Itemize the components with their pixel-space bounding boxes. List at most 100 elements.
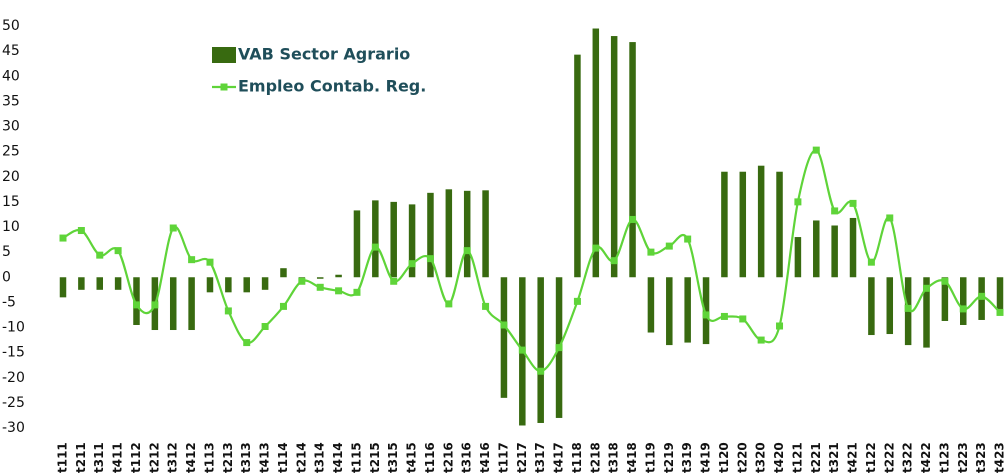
- line-marker: [812, 146, 820, 154]
- line-marker: [867, 258, 875, 266]
- line-marker: [169, 224, 177, 232]
- legend-label: Empleo Contab. Reg.: [238, 77, 426, 96]
- line-marker: [390, 277, 398, 285]
- line-marker: [629, 215, 637, 223]
- bar: [666, 277, 673, 346]
- y-tick-label: -15: [2, 345, 25, 361]
- line-marker: [151, 301, 159, 309]
- x-tick-label: t317: [533, 442, 547, 473]
- legend-swatch: [220, 83, 228, 91]
- bar: [739, 171, 747, 278]
- bar: [408, 204, 416, 278]
- bar: [445, 189, 453, 278]
- bar: [684, 277, 691, 343]
- bar: [647, 277, 655, 333]
- line-marker: [904, 304, 912, 312]
- y-tick-label: 30: [2, 119, 20, 135]
- x-tick-label: t216: [441, 442, 455, 473]
- legend-label: VAB Sector Agrario: [238, 45, 410, 64]
- x-tick-label: t416: [478, 442, 492, 473]
- x-tick-label: t113: [202, 442, 216, 473]
- x-tick-label: t411: [111, 442, 125, 473]
- bar: [372, 200, 379, 278]
- line-marker: [114, 247, 122, 255]
- x-tick-label: t118: [570, 442, 584, 473]
- line-marker: [959, 305, 967, 313]
- x-tick-label: t121: [790, 442, 804, 473]
- line-marker: [518, 346, 526, 354]
- x-tick-label: t313: [239, 442, 253, 473]
- line-marker: [610, 257, 618, 265]
- line-marker: [886, 214, 894, 222]
- line-marker: [316, 283, 324, 291]
- x-tick-label: t215: [368, 442, 382, 473]
- x-tick-label: t218: [588, 442, 602, 473]
- x-tick-label: t120: [717, 442, 731, 473]
- x-tick-label: t213: [221, 442, 235, 473]
- line-marker: [279, 302, 287, 310]
- bar: [188, 277, 195, 331]
- bar: [335, 274, 342, 278]
- x-tick-label: t420: [772, 442, 786, 473]
- bar: [96, 277, 103, 290]
- bar: [574, 54, 581, 278]
- line-marker: [923, 284, 931, 292]
- x-tick-label: t418: [625, 442, 639, 473]
- y-tick-label: 0: [2, 269, 11, 285]
- bar: [849, 217, 857, 278]
- x-tick-label: t423: [993, 442, 1007, 473]
- bar: [831, 225, 838, 278]
- line-marker: [592, 244, 600, 252]
- y-tick-label: -25: [2, 395, 25, 411]
- x-tick-label: t220: [735, 442, 749, 473]
- line-marker: [684, 235, 692, 243]
- line: [62, 149, 1001, 373]
- bar: [629, 42, 636, 278]
- bar: [225, 277, 232, 293]
- line-marker: [647, 248, 655, 256]
- y-tick-label: 5: [2, 244, 11, 260]
- x-tick-label: t321: [827, 442, 841, 473]
- line-marker: [335, 287, 343, 295]
- line-marker: [298, 277, 306, 285]
- line-marker: [739, 315, 747, 323]
- x-tick-label: t122: [864, 442, 878, 473]
- bar: [776, 171, 783, 278]
- x-tick-label: t318: [607, 442, 621, 473]
- x-tick-label: t217: [515, 442, 529, 473]
- bar: [813, 220, 820, 278]
- bar: [500, 277, 508, 398]
- x-tick-label: t112: [129, 442, 143, 473]
- line-marker: [426, 255, 434, 263]
- bar: [280, 268, 287, 278]
- x-tick-label: t312: [166, 442, 180, 473]
- bar: [721, 171, 728, 278]
- bar: [923, 277, 930, 348]
- bar: [316, 277, 324, 279]
- x-tick-label: t111: [56, 442, 70, 473]
- line-marker: [353, 288, 361, 296]
- x-tick-label: t221: [809, 442, 823, 473]
- bar: [353, 210, 361, 278]
- x-tick-label: t315: [386, 442, 400, 473]
- bar: [59, 277, 67, 298]
- y-tick-label: 50: [2, 18, 20, 34]
- x-tick-label: t314: [313, 442, 327, 473]
- x-tick-label: t322: [901, 442, 915, 473]
- bar: [78, 277, 85, 290]
- x-tick-label: t223: [956, 442, 970, 473]
- bar: [960, 277, 967, 325]
- x-tick-label: t319: [680, 442, 694, 473]
- bar: [794, 237, 802, 278]
- line-marker: [206, 258, 214, 266]
- line-marker: [463, 247, 471, 255]
- bar: [996, 277, 1004, 310]
- bar: [757, 165, 765, 278]
- bar: [463, 190, 471, 278]
- bar: [537, 277, 544, 423]
- line-marker: [371, 243, 379, 251]
- line-marker: [849, 199, 857, 207]
- x-tick-label: t114: [276, 442, 290, 473]
- bar: [592, 28, 600, 278]
